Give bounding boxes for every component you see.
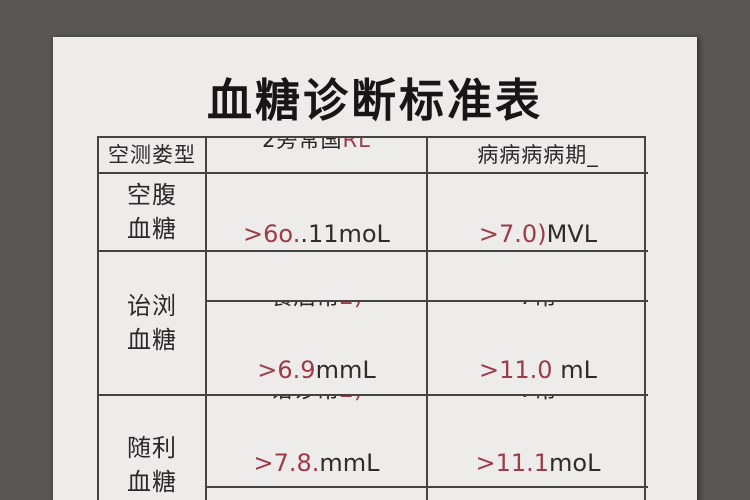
cell-fasting-diabetes: 诒诊诒诤FiU >7.0)MVL bbox=[428, 174, 648, 252]
row-label-line1: 诒浏 bbox=[127, 292, 177, 320]
cell-fasting-normal: 正常值(M) >6o..11moL bbox=[207, 174, 428, 252]
cell-caption: 诒诊常 bbox=[270, 396, 339, 403]
header-normal-range-red-suffix: RL bbox=[342, 138, 371, 152]
cell-value-red: >6.9 bbox=[257, 355, 316, 384]
header-cell-test-type: 空测娄型 bbox=[99, 138, 207, 174]
paper-sheet: 血糖诊断标准表 空测娄型 2旁常国RL 病病病病期_ 空腹 血糖 正常值(M) … bbox=[53, 37, 697, 500]
row-label-line1: 空腹 bbox=[127, 181, 177, 209]
cell-caption-red: 2) bbox=[339, 302, 363, 310]
cell-value-red: >11.1 bbox=[475, 448, 550, 477]
header-cell-normal-range: 2旁常国RL bbox=[207, 138, 428, 174]
cell-value-unit: MVL bbox=[546, 219, 598, 248]
header-cell-diabetes-stage: 病病病病期_ bbox=[428, 138, 648, 174]
spacer-cell bbox=[207, 252, 428, 302]
row-label-postprandial-glucose: 诒浏 血糖 bbox=[99, 252, 207, 396]
page-title: 血糖诊断标准表 bbox=[206, 74, 543, 127]
glucose-standards-table: 空测娄型 2旁常国RL 病病病病期_ 空腹 血糖 正常值(M) >6o..11m… bbox=[97, 136, 648, 500]
cell-caption-red: 2) bbox=[339, 396, 363, 403]
cell-value-unit: moL bbox=[549, 448, 601, 477]
cell-caption: 餐后常 bbox=[270, 302, 339, 310]
cell-value-unit: mmL bbox=[315, 355, 376, 384]
cell-random-normal: 诒诊常2) >7.8.mmL bbox=[207, 396, 428, 488]
row-label-random-glucose: 随利 血糖 bbox=[99, 396, 207, 500]
cell-value-unit: mL bbox=[552, 355, 597, 384]
spacer-cell bbox=[428, 488, 648, 500]
cell-caption: 7常 bbox=[519, 302, 557, 310]
spacer-cell bbox=[428, 252, 648, 302]
cell-caption: 7常 bbox=[519, 396, 557, 403]
header-test-type-label: 空测娄型 bbox=[108, 143, 196, 167]
row-label-line2: 血糖 bbox=[127, 215, 177, 243]
row-label-line1: 随利 bbox=[127, 434, 177, 462]
cell-postprandial-diabetes: 7常 >11.0 mL bbox=[428, 302, 648, 396]
cell-random-diabetes: 7常 >11.1moL bbox=[428, 396, 648, 488]
header-diabetes-stage-label: 病病病病期_ bbox=[477, 143, 599, 167]
spacer-cell bbox=[207, 488, 428, 500]
row-label-line2: 血糖 bbox=[127, 468, 177, 496]
cell-value-red: >6o. bbox=[243, 219, 301, 248]
cell-value-unit: mmL bbox=[319, 448, 380, 477]
cell-value-red: >7.0) bbox=[478, 219, 547, 248]
cell-value-red: >11.0 bbox=[479, 355, 553, 384]
cell-value-red: >7.8. bbox=[253, 448, 320, 477]
header-normal-range-label: 2旁常国 bbox=[262, 138, 343, 152]
row-label-line2: 血糖 bbox=[127, 326, 177, 354]
cell-value-unit: .11moL bbox=[300, 219, 390, 248]
row-label-fasting-glucose: 空腹 血糖 bbox=[99, 174, 207, 252]
cell-postprandial-normal: 餐后常2) >6.9mmL bbox=[207, 302, 428, 396]
